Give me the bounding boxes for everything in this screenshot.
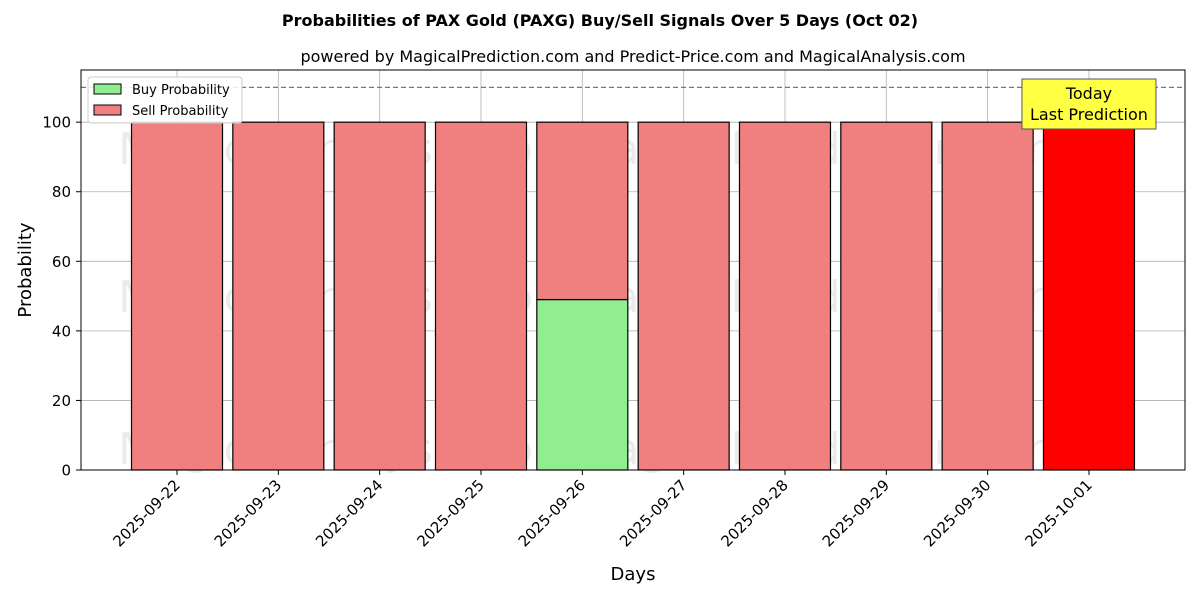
x-tick-label: 2025-09-22	[109, 476, 183, 550]
plot-frame	[80, 69, 1186, 471]
sell-bar	[738, 121, 832, 471]
y-axis: 0 20 40 60 80 100	[42, 114, 81, 480]
annotation-text: Last Prediction	[1030, 105, 1148, 124]
sell-bar	[232, 121, 325, 471]
y-tick-label: 60	[52, 253, 71, 271]
today-annotation: Today Last Prediction	[1021, 78, 1157, 130]
chart-title: Probabilities of PAX Gold (PAXG) Buy/Sel…	[282, 11, 918, 30]
legend-swatch	[93, 83, 122, 95]
x-axis: 2025-09-22 2025-09-23 2025-09-24 2025-09-25…	[109, 470, 1096, 550]
sell-bar	[840, 121, 933, 471]
x-tick-label: 2025-09-29	[819, 476, 893, 550]
x-tick-label: 2025-09-28	[717, 476, 791, 550]
x-tick-label: 2025-09-24	[312, 476, 386, 550]
y-tick-label: 0	[61, 462, 71, 480]
sell-bar	[130, 121, 224, 471]
legend: Buy Probability Sell Probability	[87, 76, 243, 124]
x-tick-label: 2025-09-25	[413, 476, 487, 550]
x-tick-label: 2025-09-26	[515, 476, 589, 550]
x-axis-label: Days	[611, 564, 656, 585]
x-tick-label: 2025-09-27	[616, 476, 690, 550]
x-tick-label: 2025-10-01	[1021, 476, 1095, 550]
bars	[130, 121, 1136, 471]
sell-bar	[941, 121, 1034, 471]
chart-subtitle: powered by MagicalPrediction.com and Pre…	[300, 47, 965, 66]
x-tick-label: 2025-09-30	[920, 476, 994, 550]
legend-box	[87, 76, 243, 124]
y-tick-label: 20	[52, 392, 71, 410]
sell-bar	[1042, 121, 1136, 471]
annotation-text: Today	[1065, 84, 1112, 103]
y-tick-label: 100	[42, 114, 71, 132]
legend-swatch	[93, 104, 122, 116]
y-axis-label: Probability	[15, 222, 36, 317]
sell-bar	[536, 121, 629, 301]
y-tick-label: 40	[52, 322, 71, 340]
sell-bar	[637, 121, 730, 471]
buy-bar	[536, 298, 629, 471]
sell-bar	[434, 121, 528, 471]
x-tick-label: 2025-09-23	[211, 476, 285, 550]
legend-label: Buy Probability	[132, 83, 230, 98]
y-tick-label: 80	[52, 183, 71, 201]
sell-bar	[333, 121, 426, 471]
annotation-box	[1021, 78, 1157, 130]
legend-label: Sell Probability	[132, 104, 229, 119]
